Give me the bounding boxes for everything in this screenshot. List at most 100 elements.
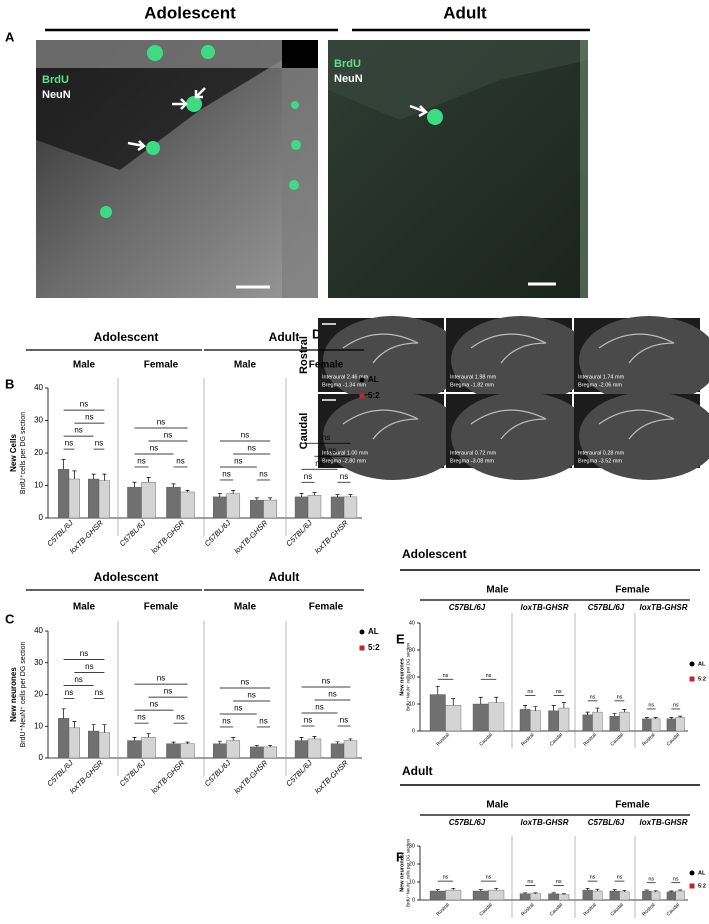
bar — [249, 499, 264, 519]
bar — [472, 703, 489, 732]
error-bar — [478, 696, 483, 704]
panel-label: C57BL/6J — [449, 818, 486, 827]
error-bar — [171, 741, 176, 744]
significance-label: ns — [556, 689, 562, 695]
significance-label: ns — [443, 875, 449, 881]
category-label: Caudal — [666, 732, 681, 747]
significance-label: ns — [65, 688, 73, 697]
section-title: Adolescent — [402, 547, 467, 561]
group-header: Adult — [269, 570, 300, 584]
category-label: loxTB-GHSR — [232, 758, 269, 795]
group-header: Male — [486, 585, 509, 596]
error-bar — [348, 494, 353, 497]
bar — [619, 891, 630, 901]
bar — [666, 891, 676, 901]
error-bar — [435, 686, 440, 695]
panel-label: Female — [309, 602, 344, 613]
section-shape — [451, 392, 591, 480]
section-coordinates: Bregma -1.82 mm — [450, 382, 494, 388]
micrograph-adult — [328, 40, 588, 298]
significance-label: ns — [241, 430, 249, 439]
y-tick-label: 20 — [34, 448, 43, 457]
hippocampus-outline — [342, 333, 419, 364]
y-axis-label: BrdU⁺cells per DG section — [20, 412, 27, 494]
panel-label: loxTB-GHSR — [640, 603, 688, 612]
legend-marker — [359, 393, 365, 399]
significance-label: ns — [157, 674, 165, 683]
legend-label: 5:2 — [368, 391, 380, 400]
error-bar — [335, 741, 340, 744]
error-bar — [585, 711, 590, 715]
bar — [249, 746, 264, 759]
significance-label: ns — [222, 469, 230, 478]
significance-label: ns — [673, 876, 679, 882]
category-label: Rostral — [435, 732, 450, 747]
bar — [127, 740, 142, 759]
hippocampus-outline — [342, 409, 419, 440]
error-bar — [217, 493, 222, 497]
y-tick-label: 30 — [34, 658, 43, 667]
group-header: Male — [486, 800, 509, 811]
error-bar — [91, 473, 96, 479]
bar — [592, 711, 603, 732]
panel-label: Female — [144, 602, 179, 613]
significance-label: ns — [328, 690, 336, 699]
panel-label: Male — [234, 602, 257, 613]
bar — [445, 889, 462, 901]
error-bar — [299, 737, 304, 741]
y-tick-label: 10 — [409, 701, 415, 707]
category-label: Caudal — [666, 902, 681, 917]
bar — [472, 890, 489, 901]
bar — [582, 889, 593, 901]
significance-label: ns — [234, 703, 242, 712]
section-coordinates: Interaural 1.98 mm — [450, 374, 497, 380]
legend-marker — [689, 883, 695, 889]
category-label: Caudal — [549, 902, 564, 917]
error-bar — [551, 892, 556, 894]
bar — [429, 694, 446, 732]
significance-label: ns — [85, 662, 93, 671]
error-bar — [335, 494, 340, 497]
column-title: Adolescent — [144, 3, 236, 22]
bar — [212, 743, 227, 759]
section-coordinates: Bregma -3.08 mm — [450, 458, 494, 464]
legend-marker — [689, 661, 695, 667]
error-bar — [669, 717, 674, 719]
bar — [675, 890, 685, 901]
error-bar — [478, 889, 483, 891]
section-shape — [323, 392, 463, 480]
error-bar — [622, 709, 627, 713]
significance-label: ns — [247, 443, 255, 452]
category-label: Caudal — [549, 732, 564, 747]
error-bar — [171, 483, 176, 488]
bar — [58, 718, 70, 759]
significance-label: ns — [74, 675, 82, 684]
bar — [180, 743, 195, 759]
bar — [619, 711, 630, 732]
error-bar — [451, 698, 456, 706]
error-bar — [185, 741, 190, 744]
significance-label: ns — [527, 689, 533, 695]
error-bar — [551, 705, 556, 711]
bar — [98, 480, 111, 519]
group-header: Adolescent — [94, 570, 159, 584]
error-bar — [653, 717, 658, 719]
error-bar — [561, 702, 566, 709]
legend-label: AL — [368, 375, 379, 384]
significance-label: ns — [556, 879, 562, 885]
y-tick-label: 10 — [34, 721, 43, 730]
bar — [519, 893, 531, 901]
legend-label: AL — [698, 870, 706, 876]
bar — [226, 740, 241, 759]
y-tick-label: 30 — [34, 416, 43, 425]
group-header: Adolescent — [94, 330, 159, 344]
stain-label: BrdU — [334, 58, 361, 70]
micrograph-adolescent — [36, 40, 318, 298]
hippocampus-outline — [598, 333, 675, 364]
error-bar — [132, 481, 137, 488]
significance-label: ns — [164, 430, 172, 439]
panel-label: C57BL/6J — [449, 603, 486, 612]
error-bar — [678, 715, 683, 718]
significance-label: ns — [590, 694, 596, 700]
panel-letter: F — [396, 849, 404, 864]
